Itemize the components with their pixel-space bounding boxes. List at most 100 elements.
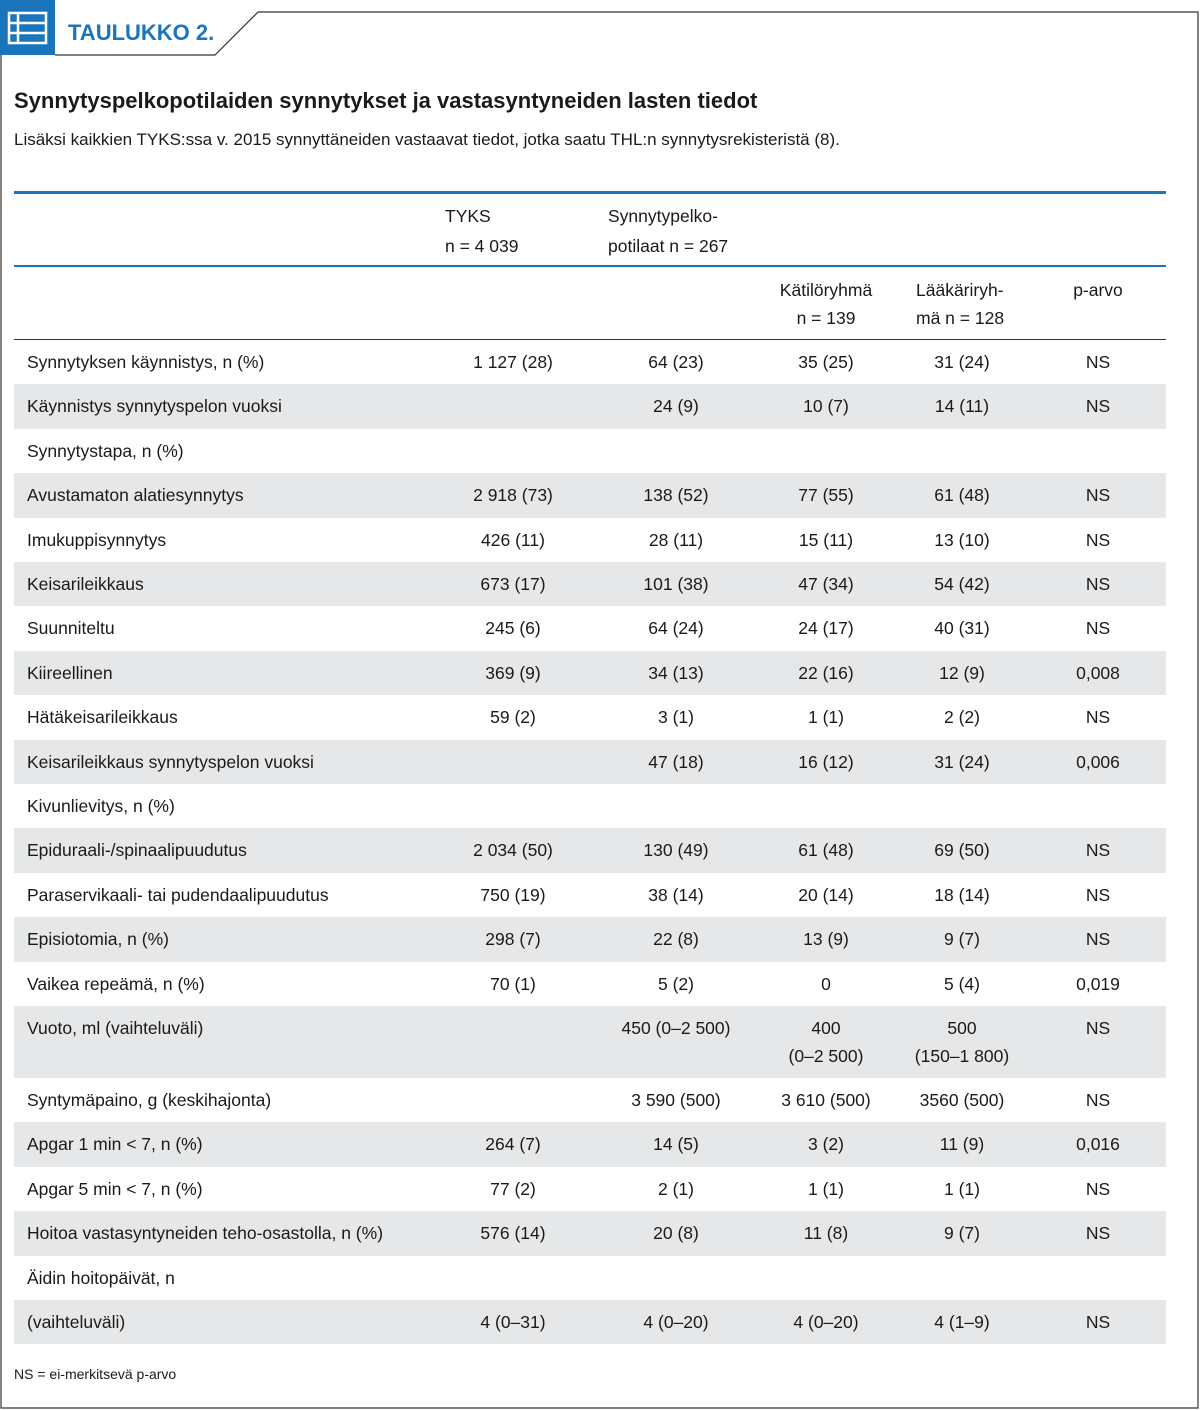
header-cell: mä n = 128	[916, 308, 1005, 328]
cell: 61 (48)	[798, 840, 854, 861]
cell: 0	[821, 973, 831, 994]
cell: NS	[1085, 1018, 1111, 1038]
row-label: Kivunlievitys, n (%)	[27, 796, 175, 816]
cell: 14 (11)	[934, 396, 990, 417]
cell: 2 034 (50)	[473, 840, 553, 861]
row-label: Keisarileikkaus	[27, 574, 144, 594]
cell: 22 (8)	[653, 929, 699, 950]
cell: 1 127 (28)	[473, 352, 553, 372]
cell: 2 918 (73)	[473, 485, 553, 506]
header-cell: TYKS	[445, 206, 491, 226]
cell: 11 (9)	[939, 1134, 985, 1155]
cell: 77 (55)	[798, 485, 854, 506]
row-label: Hätäkeisarileikkaus	[27, 707, 178, 728]
cell: 2 (1)	[658, 1178, 694, 1199]
top-rule	[14, 191, 1166, 194]
header-cell: Kätilöryhmä	[779, 280, 873, 300]
row-stripe	[14, 917, 1166, 962]
row-label: Kiireellinen	[27, 662, 113, 683]
subtitle: Lisäksi kaikkien TYKS:ssa v. 2015 synnyt…	[14, 130, 840, 149]
cell: 138 (52)	[643, 485, 709, 506]
cell: 400	[811, 1018, 841, 1038]
cell: NS	[1085, 1090, 1111, 1110]
cell: 47 (18)	[648, 751, 704, 772]
cell: 3 (2)	[808, 1134, 844, 1155]
cell: 18 (14)	[934, 884, 990, 905]
row-label: Imukuppisynnytys	[27, 529, 167, 550]
cell: 22 (16)	[798, 662, 854, 683]
cell: 4 (0–31)	[480, 1312, 546, 1332]
header-cell: p-arvo	[1073, 280, 1123, 300]
row-label: Synnytystapa, n (%)	[27, 440, 184, 461]
row-stripe	[14, 562, 1166, 607]
row-stripe	[14, 1211, 1166, 1256]
row-label: Synnytyksen käynnistys, n (%)	[27, 352, 265, 372]
cell: 101 (38)	[643, 574, 709, 594]
cell: NS	[1085, 1312, 1111, 1332]
title: Synnytyspelkopotilaiden synnytykset ja v…	[14, 88, 758, 113]
row-label: Apgar 5 min < 7, n (%)	[27, 1178, 203, 1199]
cell: NS	[1085, 352, 1111, 372]
row-label: Episiotomia, n (%)	[27, 929, 169, 950]
footnote: NS = ei-merkitsevä p-arvo	[14, 1366, 177, 1382]
cell: 3 610 (500)	[781, 1090, 871, 1110]
cell: 11 (8)	[803, 1223, 849, 1244]
cell: 4 (0–20)	[793, 1312, 859, 1332]
row-stripe	[14, 384, 1166, 429]
cell: 31 (24)	[934, 352, 990, 372]
cell: 0,008	[1076, 662, 1120, 683]
row-label: Keisarileikkaus synnytyspelon vuoksi	[27, 751, 314, 772]
row-stripe	[14, 739, 1166, 784]
cell: 35 (25)	[798, 352, 854, 372]
body-rule	[14, 339, 1166, 340]
cell: 3 (1)	[658, 707, 694, 728]
cell: 64 (23)	[648, 352, 704, 372]
cell: 28 (11)	[648, 529, 704, 550]
cell: 16 (12)	[798, 751, 854, 772]
cell: 40 (31)	[934, 618, 990, 639]
header-cell: n = 4 039	[445, 236, 519, 256]
header-cell: Synnytypelko-	[608, 206, 718, 226]
cell: 130 (49)	[643, 840, 709, 861]
cell: 0,019	[1076, 973, 1120, 994]
cell: 5 (2)	[658, 973, 694, 994]
cell: NS	[1085, 840, 1111, 861]
cell: 13 (10)	[934, 529, 990, 550]
cell: 34 (13)	[648, 662, 704, 683]
cell: 5 (4)	[944, 973, 980, 994]
cell: 9 (7)	[944, 1223, 980, 1244]
cell: 47 (34)	[798, 574, 854, 594]
cell: 77 (2)	[490, 1178, 536, 1199]
cell: 24 (9)	[653, 396, 699, 417]
cell: 61 (48)	[934, 485, 990, 506]
header-cell: Lääkäriryh-	[916, 280, 1004, 300]
header-cell: potilaat n = 267	[608, 236, 729, 256]
cell: 750 (19)	[480, 884, 546, 905]
row-stripe	[14, 650, 1166, 696]
cell: NS	[1085, 396, 1111, 417]
cell: 298 (7)	[485, 929, 541, 950]
cell: 3 590 (500)	[631, 1090, 721, 1110]
cell: 0,006	[1076, 751, 1120, 772]
row-stripe	[14, 473, 1166, 518]
cell: 576 (14)	[480, 1223, 546, 1244]
cell: 38 (14)	[648, 884, 704, 905]
cell: 59 (2)	[490, 707, 536, 728]
cell: 20 (14)	[798, 884, 854, 905]
row-label: (vaihteluväli)	[27, 1312, 126, 1332]
cell: 1 (1)	[944, 1178, 980, 1199]
cell: (0–2 500)	[788, 1046, 864, 1066]
row-label: Epiduraali-/spinaalipuudutus	[27, 840, 247, 861]
row-stripe	[14, 1122, 1166, 1167]
cell: 69 (50)	[934, 840, 990, 861]
cell: 245 (6)	[485, 618, 541, 639]
row-label: Syntymäpaino, g (keskihajonta)	[27, 1090, 272, 1110]
cell: 70 (1)	[490, 973, 536, 994]
header-cell: n = 139	[796, 308, 856, 328]
cell: NS	[1085, 707, 1111, 728]
cell: 4 (0–20)	[643, 1312, 709, 1332]
cell: 54 (42)	[934, 574, 990, 594]
cell: 4 (1–9)	[934, 1312, 990, 1332]
cell: 450 (0–2 500)	[621, 1018, 731, 1038]
